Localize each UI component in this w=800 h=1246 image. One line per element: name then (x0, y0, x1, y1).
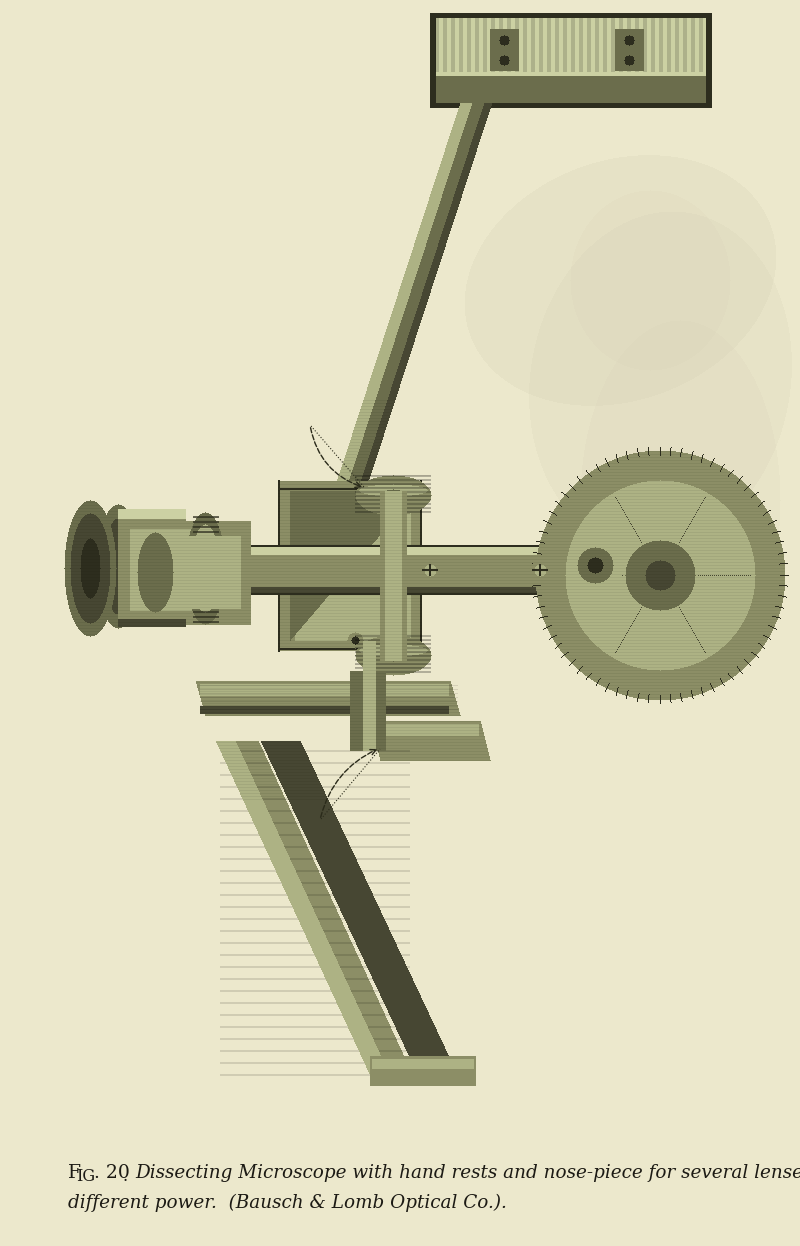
Text: F: F (68, 1164, 81, 1182)
Text: .: . (122, 1168, 127, 1185)
Text: . 20: . 20 (94, 1164, 130, 1182)
Text: different power.  (Bausch & Lomb Optical Co.).: different power. (Bausch & Lomb Optical … (68, 1194, 507, 1212)
Text: Dissecting Microscope with hand rests and nose-piece for several lenses of: Dissecting Microscope with hand rests an… (135, 1164, 800, 1182)
Text: IG: IG (76, 1168, 95, 1185)
